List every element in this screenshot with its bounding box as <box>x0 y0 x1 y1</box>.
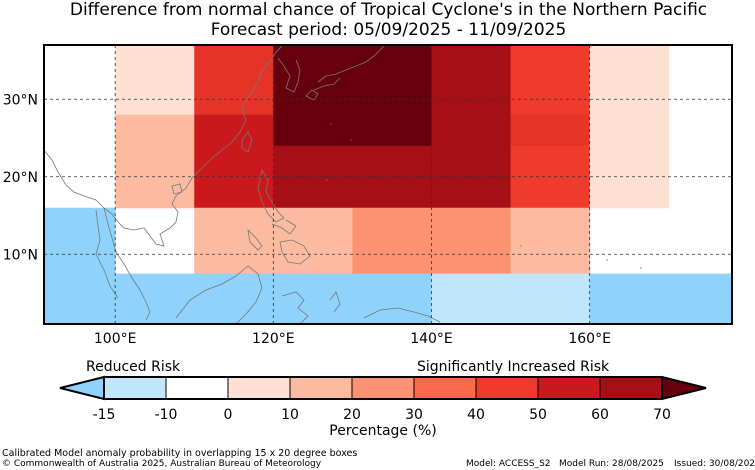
coastline-luzon <box>257 168 285 223</box>
risk-cells <box>44 45 732 324</box>
risk-cell <box>194 176 274 209</box>
reduced-risk-label: Reduced Risk <box>86 359 181 375</box>
risk-cell <box>589 273 732 324</box>
coastline-korea <box>277 57 301 93</box>
risk-cell <box>589 114 670 147</box>
coastline-kyushu <box>305 89 319 101</box>
title-block: Difference from normal chance of Tropica… <box>0 0 755 40</box>
chart-title: Difference from normal chance of Tropica… <box>69 0 708 20</box>
colorbar-segment <box>165 376 229 400</box>
coastline-halmahera <box>329 291 341 313</box>
colorbar-tick-label: 10 <box>281 407 299 423</box>
risk-cell <box>589 45 670 116</box>
risk-cell <box>44 207 116 275</box>
risk-cell <box>273 176 432 209</box>
colorbar-segment <box>289 376 353 400</box>
latitude-tick-label: 10°N <box>3 247 38 263</box>
colorbar-outline <box>103 376 663 400</box>
coastline-japan <box>317 45 385 83</box>
colorbar-legend: Reduced Risk Significantly Increased Ris… <box>59 359 707 439</box>
colorbar-axis-title: Percentage (%) <box>329 423 436 439</box>
forecast-period: Forecast period: 05/09/2025 - 11/09/2025 <box>210 20 567 40</box>
colorbar-tick-label: 70 <box>653 407 671 423</box>
colorbar-tick-label: 30 <box>405 407 423 423</box>
longitude-tick-label: 100°E <box>94 331 137 347</box>
coastline-taiwan <box>241 131 253 153</box>
colorbar-segment <box>227 376 291 400</box>
risk-cell <box>510 114 591 147</box>
coastline-borneo <box>175 265 263 324</box>
increased-risk-label: Significantly Increased Risk <box>417 359 610 375</box>
risk-cell <box>194 45 274 116</box>
colorbar-tick-label: -15 <box>93 407 116 423</box>
longitude-tick-label: 140°E <box>410 331 453 347</box>
coastline-malay-peninsula <box>103 207 151 321</box>
longitude-tick-label: 160°E <box>568 331 611 347</box>
colorbar-tick-label: 20 <box>343 407 361 423</box>
colorbar-segment <box>537 376 601 400</box>
risk-cell <box>510 207 591 275</box>
coastline-sulawesi <box>281 291 309 324</box>
axis-ticks: 100°E 120°E 140°E 160°E 30°N 20°N 10°N <box>3 92 611 347</box>
colorbar-max-extension <box>661 375 707 401</box>
risk-cell <box>273 145 432 178</box>
colorbar-tick-label: 50 <box>529 407 547 423</box>
colorbar-tick-label: 40 <box>467 407 485 423</box>
colorbar-segment <box>103 376 167 400</box>
colorbar-segment <box>599 376 663 400</box>
risk-cell <box>510 45 591 116</box>
risk-cell <box>194 145 274 178</box>
footer-model: Model: ACCESS_S2 <box>466 459 551 469</box>
colorbar-segment <box>475 376 539 400</box>
coastline-japan-south <box>313 77 341 91</box>
coastline-andaman <box>95 209 119 299</box>
risk-cell <box>589 145 670 178</box>
risk-cell <box>273 114 432 147</box>
footer-model-run: Model Run: 28/08/2025 <box>559 459 664 469</box>
graticule <box>44 45 732 324</box>
coastline-palawan <box>247 228 263 251</box>
risk-cell <box>115 114 195 147</box>
footer-description: Calibrated Model anomaly probability in … <box>2 448 358 459</box>
risk-cell <box>115 176 195 209</box>
footer-issued: Issued: 30/08/2025 <box>674 459 755 469</box>
coastlines <box>44 45 642 324</box>
footer-copyright: © Commonwealth of Australia 2025, Austra… <box>2 459 322 469</box>
risk-cell <box>194 114 274 147</box>
risk-cell <box>273 45 432 116</box>
risk-cell <box>115 45 195 116</box>
colorbar-tick-label: -10 <box>155 407 178 423</box>
risk-cell <box>431 114 512 147</box>
risk-cell <box>431 273 591 324</box>
colorbar <box>59 375 707 401</box>
coastline-new-guinea <box>363 307 441 323</box>
risk-cell <box>352 207 512 275</box>
risk-cell <box>589 176 670 209</box>
colorbar-tick-label: 0 <box>224 407 233 423</box>
colorbar-tick-labels: -15 -10 0 10 20 30 40 50 60 70 <box>93 407 671 423</box>
colorbar-segment <box>351 376 415 400</box>
risk-cell <box>510 176 591 209</box>
risk-cell <box>194 207 353 275</box>
latitude-tick-label: 20°N <box>3 170 38 186</box>
coastline-visayas <box>271 219 297 235</box>
risk-cell <box>115 145 195 178</box>
risk-cell <box>44 273 432 324</box>
colorbar-tick-label: 60 <box>591 407 609 423</box>
coastline-mindanao <box>279 239 311 265</box>
latitude-tick-label: 30°N <box>3 92 38 108</box>
colorbar-min-extension <box>59 375 105 401</box>
coastline-mainland <box>44 45 283 247</box>
risk-cell <box>431 45 512 116</box>
risk-cell <box>431 176 512 209</box>
risk-cell <box>510 145 591 178</box>
longitude-tick-label: 120°E <box>252 331 295 347</box>
map-frame <box>43 44 733 325</box>
colorbar-segment <box>413 376 477 400</box>
coastline-hainan <box>171 183 183 195</box>
risk-cell <box>431 145 512 178</box>
